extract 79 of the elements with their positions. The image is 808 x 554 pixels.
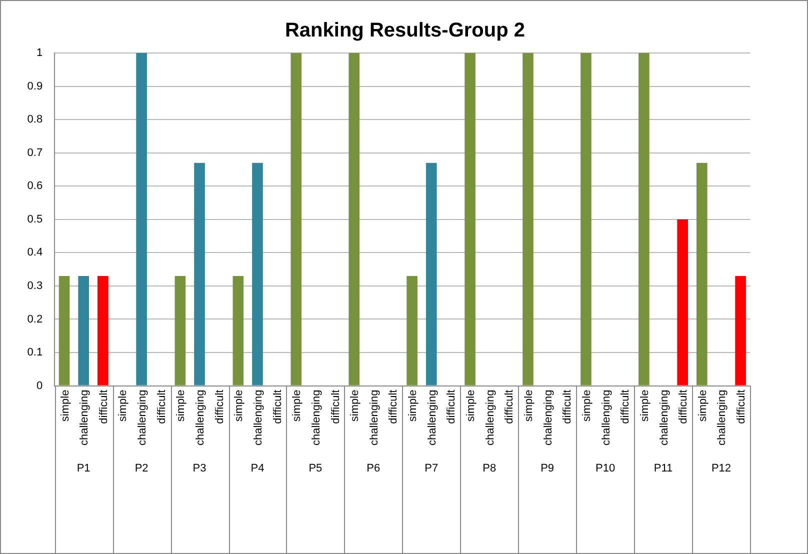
x-tick-label: P5 (308, 462, 322, 474)
text: difficult (446, 390, 458, 424)
bar (194, 162, 205, 386)
y-tick-label: 0.8 (27, 114, 43, 126)
text: simple (580, 390, 593, 422)
text: challenging (658, 390, 670, 446)
text: challenging (426, 390, 438, 446)
text: challenging (78, 390, 91, 446)
x-tick-label: P12 (711, 462, 732, 474)
text: difficult (388, 390, 400, 424)
y-tick-label: 0.5 (27, 213, 43, 226)
text: simple (59, 390, 72, 422)
text: difficult (736, 390, 748, 424)
text: difficult (98, 390, 110, 424)
bar (735, 276, 746, 386)
text: challenging (310, 390, 322, 446)
chart-title: Ranking Results-Group 2 (284, 20, 526, 42)
text: simple (638, 390, 651, 422)
text: simple (696, 390, 709, 422)
bar (174, 276, 186, 386)
bar (464, 53, 476, 386)
y-tick-label: 0.2 (27, 313, 43, 326)
text: challenging (716, 390, 728, 446)
text: difficult (504, 390, 516, 424)
x-tick-label: P3 (192, 462, 206, 474)
text: challenging (136, 390, 149, 446)
text: difficult (620, 390, 632, 424)
text: simple (523, 390, 535, 422)
x-tick-label: P1 (76, 462, 90, 474)
text: simple (233, 390, 246, 422)
bar (348, 53, 360, 386)
text: difficult (272, 390, 284, 424)
text: simple (175, 390, 188, 422)
y-tick-label: 0.9 (27, 80, 43, 92)
y-tick-label: 0.1 (27, 346, 43, 359)
x-tick-label: P6 (366, 462, 380, 474)
text: difficult (156, 390, 168, 424)
text: challenging (484, 390, 496, 446)
bar (677, 219, 688, 386)
bar (97, 276, 108, 386)
text: difficult (678, 390, 690, 424)
x-tick-label: P4 (250, 462, 264, 474)
y-tick-label: 0.7 (27, 146, 43, 159)
text: challenging (194, 390, 207, 446)
y-tick-label: 0.4 (27, 246, 43, 259)
x-tick-label: P2 (134, 462, 148, 474)
text: challenging (368, 390, 380, 446)
bar (406, 276, 418, 386)
x-tick-label: P11 (654, 462, 673, 474)
text: difficult (562, 390, 574, 424)
text: simple (407, 390, 420, 422)
bar (78, 276, 89, 386)
bar (232, 276, 244, 386)
x-tick-label: P9 (540, 462, 554, 474)
bar (252, 162, 263, 386)
x-tick-label: P10 (596, 462, 616, 474)
y-tick-label: 0.3 (27, 280, 43, 292)
y-tick-label: 0 (36, 380, 43, 392)
bar (426, 162, 437, 386)
text: simple (349, 390, 362, 422)
y-tick-label: 1 (36, 47, 43, 60)
text: simple (465, 390, 478, 422)
x-tick-label: P8 (482, 462, 496, 474)
bar (522, 53, 534, 386)
text: difficult (214, 390, 226, 424)
text: simple (291, 390, 304, 422)
bar (638, 53, 650, 386)
bar (696, 162, 708, 386)
bar (136, 53, 147, 386)
text: challenging (542, 390, 554, 446)
bar (580, 53, 592, 386)
text: challenging (252, 390, 264, 446)
y-tick-label: 0.6 (27, 180, 43, 192)
text: challenging (600, 390, 612, 446)
text: simple (117, 390, 130, 422)
x-tick-label: P7 (424, 462, 438, 474)
text: difficult (330, 390, 342, 424)
bar (58, 276, 70, 386)
bar (290, 53, 302, 386)
